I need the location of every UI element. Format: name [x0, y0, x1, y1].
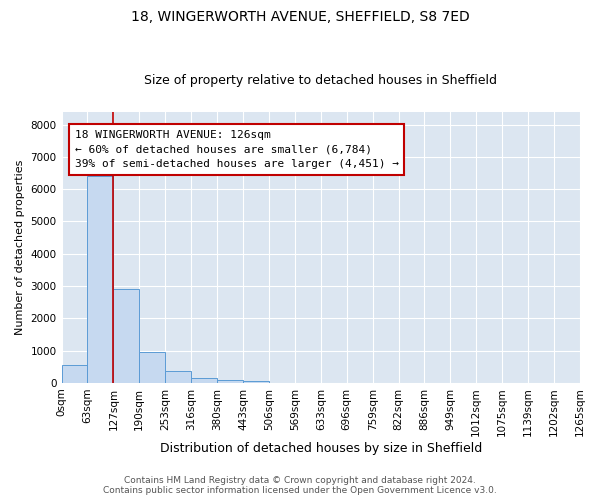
Text: 18, WINGERWORTH AVENUE, SHEFFIELD, S8 7ED: 18, WINGERWORTH AVENUE, SHEFFIELD, S8 7E…: [131, 10, 469, 24]
Bar: [217, 380, 243, 383]
Text: 18 WINGERWORTH AVENUE: 126sqm
← 60% of detached houses are smaller (6,784)
39% o: 18 WINGERWORTH AVENUE: 126sqm ← 60% of d…: [74, 130, 398, 169]
Title: Size of property relative to detached houses in Sheffield: Size of property relative to detached ho…: [144, 74, 497, 87]
Y-axis label: Number of detached properties: Number of detached properties: [15, 160, 25, 335]
Bar: [62, 365, 88, 383]
Bar: [165, 371, 191, 383]
X-axis label: Distribution of detached houses by size in Sheffield: Distribution of detached houses by size …: [160, 442, 482, 455]
Bar: [113, 288, 139, 383]
Bar: [191, 378, 217, 383]
Text: Contains HM Land Registry data © Crown copyright and database right 2024.
Contai: Contains HM Land Registry data © Crown c…: [103, 476, 497, 495]
Bar: [88, 176, 113, 383]
Bar: [243, 381, 269, 383]
Bar: [139, 352, 165, 383]
